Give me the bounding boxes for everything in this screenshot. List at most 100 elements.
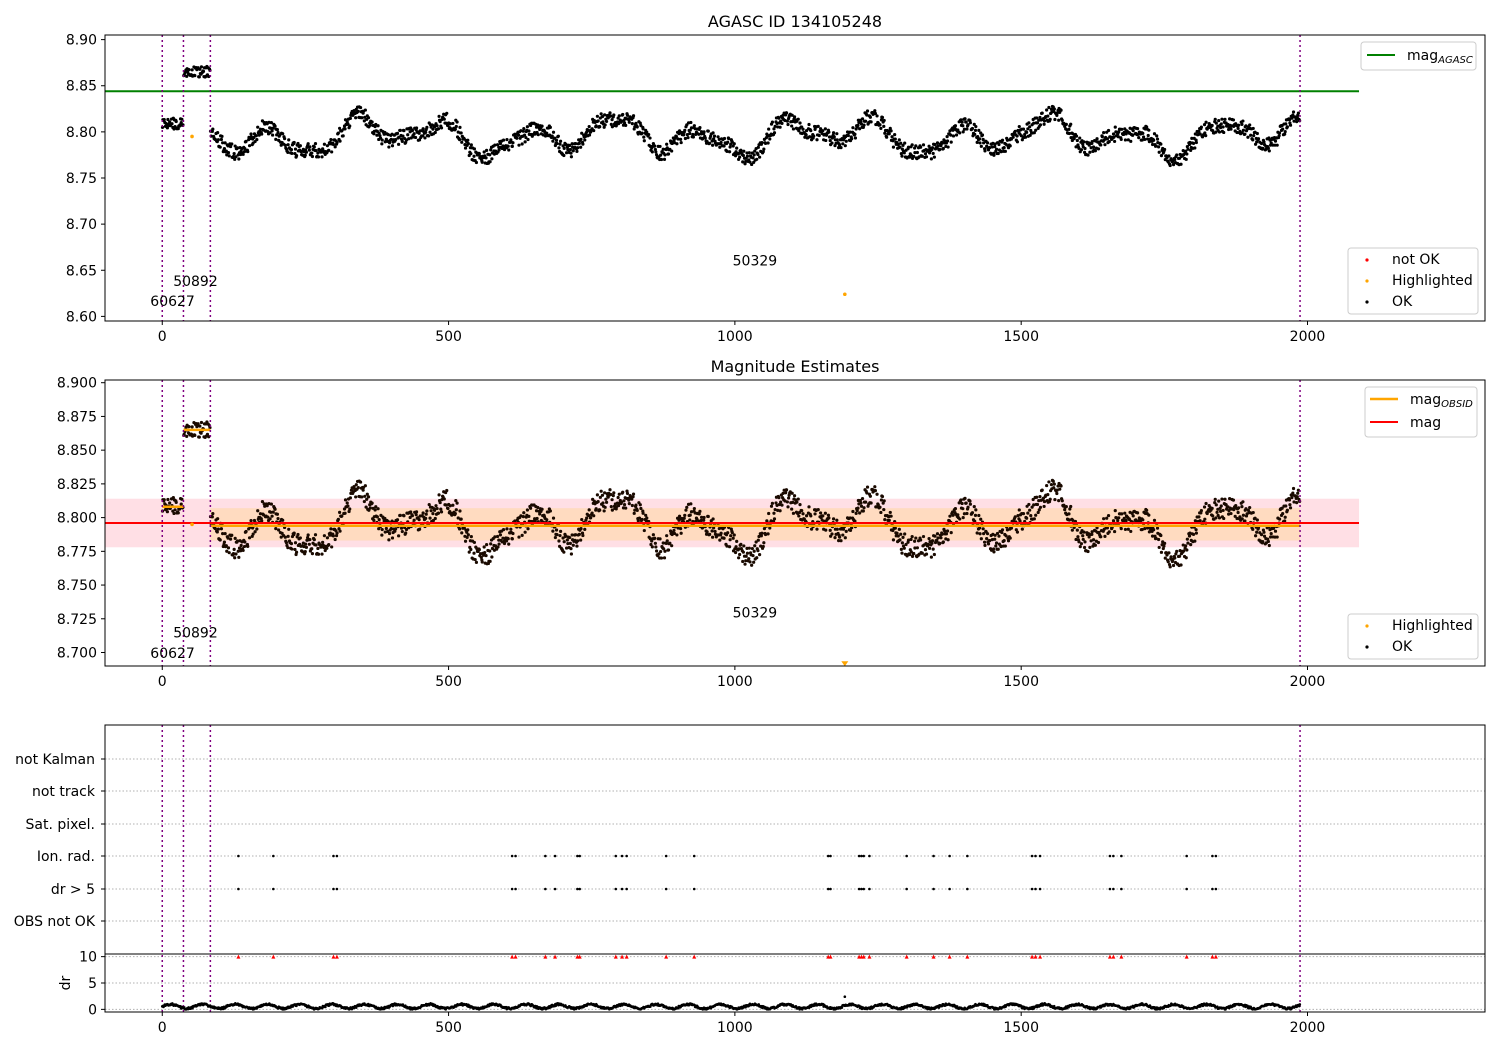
ok-point — [790, 124, 794, 128]
ok-point — [1045, 108, 1049, 112]
ok-point — [1283, 519, 1287, 523]
ok-point — [684, 508, 688, 512]
ok-point — [1106, 513, 1111, 518]
ok-point — [1277, 134, 1281, 138]
ok-point — [631, 495, 635, 499]
ok-point — [635, 125, 639, 129]
ok-point — [830, 532, 834, 536]
ok-point — [908, 552, 912, 557]
ok-point — [1246, 135, 1250, 139]
flag-point — [332, 887, 335, 891]
ok-point — [1091, 145, 1096, 149]
ok-point — [1123, 527, 1128, 532]
ok-point — [1096, 147, 1101, 151]
ok-point — [858, 127, 862, 131]
ok-point — [999, 544, 1003, 549]
ok-point — [973, 132, 977, 136]
ok-point — [879, 498, 884, 502]
ok-point — [445, 488, 449, 493]
ok-point — [469, 143, 473, 147]
ok-point — [758, 155, 762, 159]
dr-clipped-marker — [867, 954, 872, 959]
ok-point — [587, 508, 591, 512]
ok-point — [559, 529, 563, 533]
ok-point — [754, 540, 758, 544]
ok-point — [1053, 117, 1057, 122]
ok-point — [772, 511, 776, 515]
ok-point — [521, 515, 525, 519]
ok-point — [651, 533, 655, 537]
panel-2-legend-bottom: Highlighted OK — [1347, 613, 1479, 660]
ok-point — [751, 553, 755, 558]
ok-point — [580, 517, 584, 522]
ok-point — [1238, 515, 1242, 519]
ok-point — [306, 533, 310, 537]
ok-point — [241, 152, 245, 156]
ok-point — [792, 115, 797, 119]
ok-point — [851, 509, 855, 514]
ok-point — [744, 559, 748, 563]
ok-point — [1141, 135, 1146, 139]
ok-point — [410, 514, 414, 518]
ok-point — [909, 537, 913, 542]
ok-point — [495, 534, 500, 539]
ok-point — [453, 512, 457, 516]
ok-point — [1077, 540, 1081, 544]
flag-point — [948, 887, 951, 891]
ok-point — [997, 534, 1001, 538]
y-tick-label: 8.875 — [57, 409, 97, 425]
ok-point — [637, 516, 642, 520]
ok-point — [1025, 516, 1029, 520]
ok-point — [672, 528, 676, 533]
ok-point — [931, 151, 935, 156]
ok-point — [762, 526, 767, 531]
ok-point — [1271, 526, 1276, 531]
ok-point — [1081, 534, 1085, 538]
ok-point — [1227, 127, 1231, 132]
ok-point — [196, 422, 200, 426]
ok-point — [708, 532, 712, 536]
ok-point — [712, 137, 716, 141]
ok-point — [609, 122, 613, 126]
ok-point — [767, 127, 771, 131]
ok-point — [1217, 118, 1221, 123]
ok-point — [496, 545, 500, 549]
ok-point — [529, 506, 533, 510]
ok-point — [179, 121, 183, 125]
ok-point — [883, 131, 887, 135]
ok-point — [1055, 111, 1059, 115]
flag-point — [1214, 887, 1218, 891]
ok-point — [1009, 526, 1013, 530]
y-tick-label: 8.900 — [57, 376, 97, 392]
ok-point — [644, 513, 648, 517]
ok-point — [755, 157, 759, 161]
ok-point — [777, 496, 781, 500]
ok-point — [493, 143, 497, 147]
ok-point — [883, 518, 887, 522]
dr-clipped-marker — [543, 954, 548, 959]
ok-point — [536, 123, 540, 127]
ok-point — [897, 138, 901, 142]
ok-point — [1168, 565, 1172, 569]
legend-ok-label-2: OK — [1392, 639, 1413, 655]
ok-point — [577, 532, 581, 536]
ok-point — [176, 511, 180, 515]
ok-point — [432, 125, 437, 129]
dr-clipped-marker — [1184, 954, 1189, 959]
ok-point — [983, 149, 987, 153]
ok-point — [1152, 528, 1156, 532]
ok-point — [409, 510, 413, 514]
ok-point — [1219, 509, 1223, 513]
ok-point — [927, 537, 931, 541]
ok-point — [257, 133, 261, 137]
ok-point — [1248, 123, 1252, 127]
ok-point — [225, 549, 229, 553]
ok-point — [898, 145, 902, 149]
ok-point — [190, 68, 194, 72]
ok-point — [389, 527, 393, 531]
ok-point — [1056, 484, 1060, 488]
ok-point — [880, 115, 885, 120]
ok-point — [1215, 510, 1219, 514]
ok-point — [938, 541, 942, 545]
